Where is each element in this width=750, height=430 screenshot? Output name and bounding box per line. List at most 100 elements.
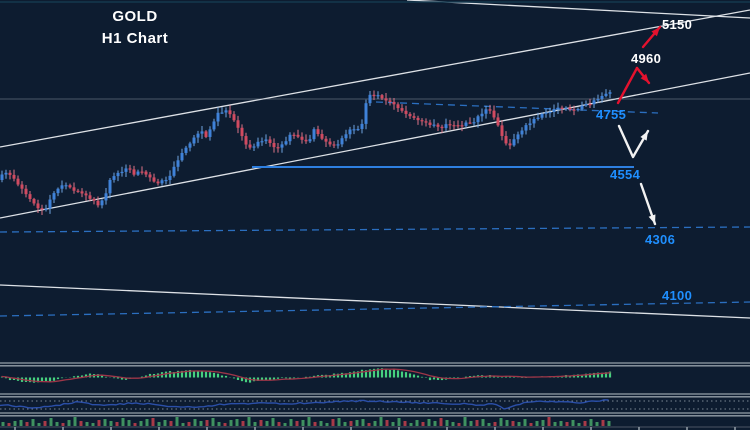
price-label-4554[interactable]: 4554: [610, 167, 641, 182]
candle: [16, 178, 20, 185]
candle: [216, 112, 220, 122]
candle: [408, 113, 412, 117]
candle: [280, 144, 284, 148]
candle: [124, 168, 128, 172]
candle: [436, 124, 440, 127]
candle: [228, 110, 232, 115]
candle: [108, 179, 112, 194]
chart-timeframe: H1 Chart: [101, 30, 169, 47]
macd-signal-line: [1, 368, 611, 383]
candle: [424, 121, 428, 123]
candle: [356, 128, 360, 131]
candle: [380, 95, 384, 99]
candle: [208, 129, 212, 137]
candle: [120, 171, 124, 174]
candle: [324, 138, 328, 142]
candle: [488, 109, 492, 111]
candle: [368, 94, 372, 104]
candle: [92, 198, 96, 201]
candle: [260, 141, 264, 143]
candle: [404, 110, 408, 114]
candle: [492, 110, 496, 118]
candle: [432, 124, 436, 126]
candle: [80, 191, 84, 194]
candle: [392, 101, 396, 105]
price-label-5150[interactable]: 5150: [662, 17, 693, 32]
candle: [420, 120, 424, 122]
candle: [532, 118, 536, 124]
candle: [512, 139, 516, 146]
candle: [428, 122, 432, 126]
candle: [440, 126, 444, 129]
candle: [232, 114, 236, 121]
candle: [0, 174, 4, 180]
candle: [384, 98, 388, 101]
candle: [236, 120, 240, 128]
price-label-4960[interactable]: 4960: [631, 51, 662, 66]
candle: [52, 193, 56, 200]
candle: [320, 134, 324, 139]
candle: [376, 95, 380, 97]
candle: [552, 109, 556, 112]
candle: [572, 109, 576, 111]
candle: [256, 141, 260, 147]
candle: [340, 138, 344, 145]
arrowhead: [640, 131, 648, 141]
candle: [540, 113, 544, 118]
arrowhead: [640, 73, 649, 83]
bottom-descending-line: [0, 284, 750, 319]
candle: [608, 92, 612, 94]
candle: [564, 107, 568, 109]
candle: [168, 175, 172, 180]
candle: [604, 93, 608, 96]
candle: [24, 188, 28, 195]
candle: [288, 134, 292, 142]
candle: [204, 131, 208, 137]
candle: [576, 109, 580, 111]
candle: [244, 136, 248, 145]
candle: [284, 141, 288, 145]
chart-symbol: GOLD: [112, 8, 158, 25]
candle: [372, 94, 376, 97]
candle: [600, 95, 604, 99]
candle: [196, 133, 200, 138]
candle: [464, 122, 468, 126]
top-descending-line: [406, 0, 750, 19]
candle: [240, 127, 244, 137]
candle: [224, 110, 228, 113]
candle: [472, 122, 476, 124]
candle: [480, 113, 484, 117]
candle: [84, 193, 88, 196]
candle: [272, 143, 276, 148]
candle: [268, 139, 272, 144]
candle: [56, 188, 60, 194]
momentum-line: [0, 399, 609, 410]
candle: [556, 107, 560, 110]
candle: [460, 125, 464, 127]
price-label-4755[interactable]: 4755: [596, 107, 627, 122]
arrowhead: [648, 214, 656, 224]
candle: [476, 116, 480, 123]
candle: [160, 180, 164, 184]
candle: [484, 109, 488, 114]
candle: [536, 117, 540, 119]
candle: [48, 199, 52, 209]
candle: [128, 168, 132, 170]
candle: [76, 190, 80, 192]
candle: [524, 125, 528, 131]
candle: [212, 121, 216, 130]
price-label-4100[interactable]: 4100: [662, 288, 693, 303]
candle: [184, 147, 188, 153]
candle: [148, 174, 152, 178]
candle: [88, 195, 92, 199]
candle: [504, 135, 508, 144]
candle: [400, 108, 404, 111]
candle: [328, 141, 332, 145]
price-label-4306[interactable]: 4306: [645, 232, 676, 247]
candle: [68, 185, 72, 188]
white-dip-recover: [617, 124, 650, 159]
candle: [304, 139, 308, 142]
candle: [248, 144, 252, 148]
